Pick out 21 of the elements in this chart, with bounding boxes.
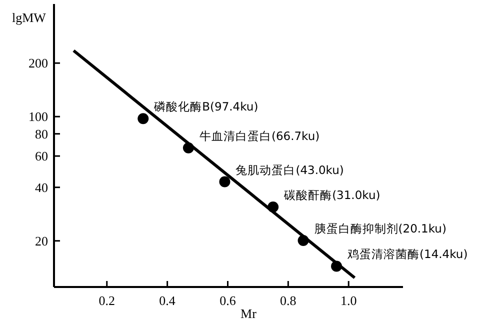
- y-tick-label: 40: [35, 180, 48, 195]
- annotation: 鸡蛋清溶菌酶(14.4ku): [346, 247, 468, 262]
- annotation: 胰蛋白酶抑制剂(20.1ku): [314, 221, 446, 236]
- x-tick-label: 0.2: [98, 293, 116, 308]
- x-axis-title: Mr: [240, 306, 258, 321]
- annotation: 牛血清白蛋白(66.7ku): [199, 128, 320, 143]
- y-tick-label: 200: [28, 56, 48, 71]
- x-tick-label: 1.0: [340, 293, 357, 308]
- point: [138, 113, 149, 124]
- y-tick-label: 80: [35, 126, 48, 142]
- x-tick-label: 0.4: [159, 293, 176, 308]
- x-tick-label: 0.6: [220, 293, 236, 308]
- point: [219, 176, 230, 188]
- y-tick-label: 60: [35, 148, 48, 164]
- y-tick-label: 100: [28, 109, 48, 124]
- x-tick-label: 0.8: [280, 293, 296, 308]
- y-tick-label: 20: [35, 233, 48, 248]
- annotation: 兔肌动蛋白(43.0ku): [236, 162, 344, 177]
- annotation: 碳酸酐酶(31.0ku): [283, 188, 380, 202]
- y-axis-title: lgMW: [12, 10, 47, 25]
- annotation: 磷酸化酶B(97.4ku): [153, 100, 258, 114]
